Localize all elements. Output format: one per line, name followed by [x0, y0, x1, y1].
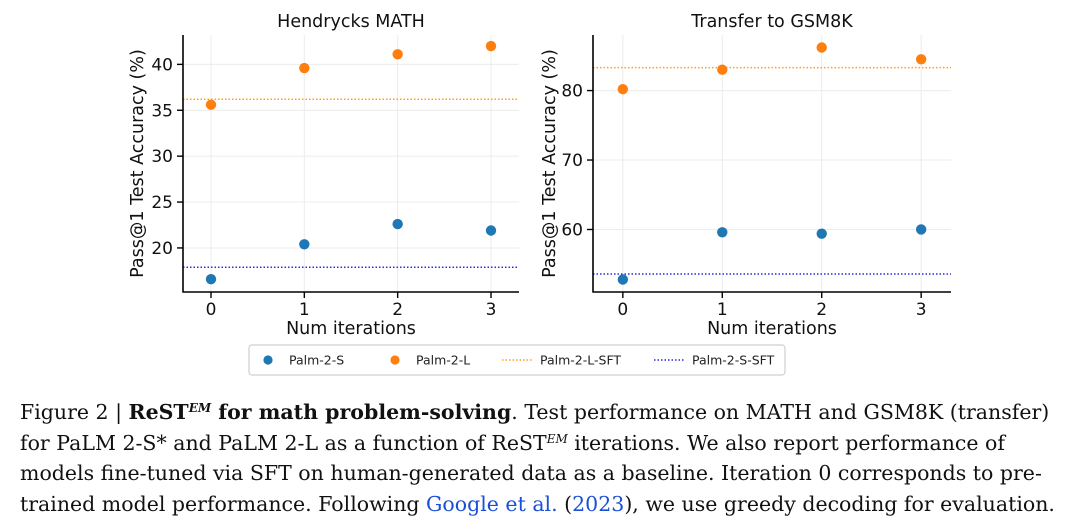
legend: Palm-2-S Palm-2-L Palm-2-L-SFT Palm-2-S-… [248, 344, 786, 376]
y-tick-label: 20 [151, 239, 173, 259]
data-point-palm-2-s [392, 218, 403, 230]
data-point-palm-2-l [617, 83, 629, 95]
x-axis-label: Num iterations [286, 319, 416, 339]
y-tick-label: 70 [561, 151, 583, 171]
legend-marker-palm-2-s [263, 355, 273, 365]
x-tick-label: 2 [392, 300, 403, 320]
x-tick-label: 3 [486, 300, 497, 320]
figure-caption: Figure 2 | ReSTEM for math problem-solvi… [20, 400, 1055, 516]
data-point-palm-2-s [816, 228, 827, 239]
y-axis-label: Pass@1 Test Accuracy (%) [540, 49, 560, 278]
data-point-palm-2-s [717, 227, 728, 238]
data-point-palm-2-s [617, 274, 629, 285]
caption-bold-title: ReSTEM for math problem-solving [128, 400, 512, 424]
citation-year-link[interactable]: 2023 [572, 491, 625, 516]
legend-marker-palm-2-l [390, 355, 400, 365]
x-tick-label: 0 [617, 300, 628, 320]
data-point-palm-2-l [205, 99, 217, 110]
y-tick-label: 80 [561, 82, 583, 102]
data-point-palm-2-l [392, 49, 403, 60]
data-point-palm-2-s [299, 239, 310, 250]
data-point-palm-2-l [717, 64, 728, 75]
data-point-palm-2-l [816, 42, 827, 53]
x-axis-label: Num iterations [707, 319, 837, 339]
y-tick-label: 30 [151, 147, 173, 167]
legend-label-palm-2-l: Palm-2-L [416, 353, 470, 368]
chart-hendrycks-math: 0 1 2 3 20 25 30 35 40 Hendrycks MATH Num iteratio… [128, 12, 519, 339]
caption-prefix: Figure 2 | [20, 400, 129, 424]
data-point-palm-2-l [299, 62, 310, 74]
chart-transfer-gsm8k: 0 1 2 3 60 70 80 Transfer to GSM8K Num iteration… [540, 12, 951, 339]
y-axis-label: Pass@1 Test Accuracy (%) [128, 49, 148, 278]
caption-text-3: ), we use greedy decoding for evaluation… [624, 491, 1055, 516]
y-tick-label: 25 [151, 193, 173, 213]
legend-label-palm-2-s-sft: Palm-2-S-SFT [692, 353, 775, 368]
caption-text-2: iterations. We also report performance o… [20, 430, 1042, 516]
citation-link[interactable]: Google et al. [426, 491, 558, 516]
x-tick-label: 3 [916, 300, 927, 320]
caption-superscript-2: EM [546, 431, 568, 446]
chart-title: Hendrycks MATH [277, 12, 425, 32]
data-point-palm-2-s [915, 224, 927, 235]
chart-title: Transfer to GSM8K [690, 12, 853, 32]
data-point-palm-2-l [485, 40, 497, 52]
legend-label-palm-2-s: Palm-2-S [289, 353, 344, 368]
x-tick-label: 0 [206, 300, 217, 320]
data-point-palm-2-l [915, 54, 927, 65]
caption-superscript: EM [188, 401, 212, 415]
x-tick-label: 2 [816, 300, 827, 320]
data-point-palm-2-s [485, 225, 497, 236]
x-tick-label: 1 [717, 300, 728, 320]
x-tick-label: 1 [299, 300, 310, 320]
data-point-palm-2-s [205, 273, 217, 285]
y-tick-label: 40 [151, 55, 173, 75]
y-tick-label: 60 [561, 220, 583, 240]
caption-text-1: . Test performance on MATH and GSM8K (tr… [20, 400, 1050, 455]
y-tick-label: 35 [151, 101, 173, 121]
legend-label-palm-2-l-sft: Palm-2-L-SFT [540, 353, 621, 368]
